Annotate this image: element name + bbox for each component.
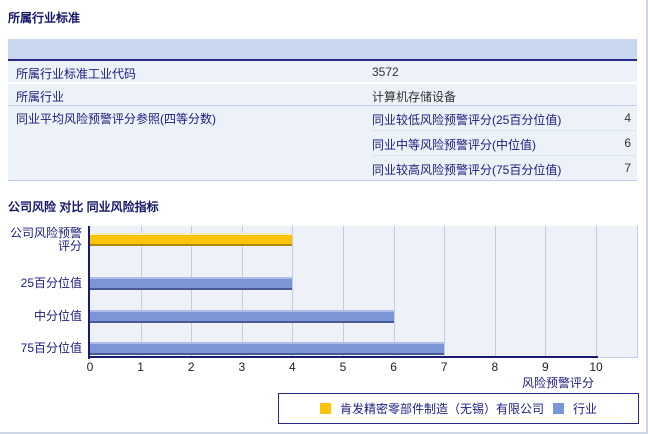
- industry-standard-table: 所属行业标准工业代码 3572 所属行业 计算机存储设备 同业平均风险预警评分参照(四…: [8, 39, 637, 181]
- gridline: [191, 226, 193, 357]
- table-row-peer-reference: 同业平均风险预警评分参照(四等分数) 同业较低风险预警评分(25百分位值) 4 同业…: [8, 106, 637, 181]
- legend-series-label: 行业: [573, 402, 598, 416]
- gridline: [343, 226, 344, 357]
- x-tick-label: 9: [542, 360, 549, 374]
- x-tick-label: 8: [491, 360, 499, 374]
- table-row: 所属行业 计算机存储设备: [8, 84, 637, 106]
- industry-score-bar: [90, 309, 394, 323]
- legend-swatch-icon: [319, 403, 331, 414]
- peer-score-value: 6: [624, 136, 631, 150]
- section-title-industry-standard: 所属行业标准: [8, 11, 81, 25]
- category-label: 75百分位值: [20, 341, 82, 356]
- peer-score-label: 同业较低风险预警评分(25百分位值): [372, 113, 562, 127]
- x-tick-label: 6: [390, 360, 397, 374]
- table-row-label: 所属行业: [16, 90, 65, 104]
- chart-x-axis-line: [88, 356, 598, 358]
- gridline: [292, 226, 294, 357]
- x-tick-label: 1: [137, 360, 144, 374]
- category-label: 25百分位值: [20, 275, 82, 290]
- chart-y-axis-line: [88, 226, 90, 359]
- bar-chart-plot-area: [90, 226, 638, 358]
- peer-score-value: 7: [624, 161, 631, 175]
- industry-score-bar: [90, 342, 445, 356]
- table-header-band: [8, 39, 637, 61]
- gridline: [393, 226, 395, 357]
- gridline: [545, 226, 547, 357]
- gridline: [241, 226, 243, 357]
- subrow-separator: [372, 130, 637, 131]
- legend-series-label: 肯发精密零部件制造（无锡）有限公司: [339, 402, 544, 416]
- table-row-label: 同业平均风险预警评分参照(四等分数): [16, 112, 216, 126]
- industry-score-bar: [90, 276, 293, 290]
- peer-score-label: 同业中等风险预警评分(中位值): [372, 138, 536, 152]
- gridline: [494, 226, 496, 357]
- x-tick-label: 2: [187, 360, 195, 374]
- x-tick-label: 5: [339, 360, 347, 374]
- chart-x-axis-title: 风险预警评分: [521, 376, 594, 390]
- table-row-value: 计算机存储设备: [372, 90, 457, 104]
- x-tick-label: 0: [86, 360, 94, 374]
- section-title-risk-comparison: 公司风险 对比 同业风险指标: [8, 200, 159, 214]
- subrow-separator: [372, 155, 637, 156]
- chart-legend: 肯发精密零部件制造（无锡）有限公司 行业: [278, 393, 639, 424]
- peer-score-subrow: 同业中等风险预警评分(中位值) 6: [372, 131, 637, 155]
- peer-score-subrow: 同业较高风险预警评分(75百分位值) 7: [372, 156, 637, 180]
- table-row: 所属行业标准工业代码 3572: [8, 61, 637, 84]
- peer-score-subrow: 同业较低风险预警评分(25百分位值) 4: [372, 106, 637, 130]
- x-tick-label: 4: [289, 360, 296, 374]
- table-row-value: 3572: [372, 65, 399, 79]
- x-tick-label: 10: [589, 360, 603, 374]
- peer-score-label: 同业较高风险预警评分(75百分位值): [372, 163, 562, 177]
- legend-swatch-icon: [553, 403, 564, 414]
- table-row-label: 所属行业标准工业代码: [16, 67, 137, 81]
- peer-score-value: 4: [624, 111, 631, 125]
- gridline: [140, 226, 142, 357]
- company-score-bar: [90, 233, 293, 246]
- x-tick-label: 7: [440, 360, 448, 374]
- x-tick-label: 3: [238, 360, 246, 374]
- category-label: 中分位值: [33, 308, 82, 323]
- category-label: 公司风险预警评分: [9, 225, 82, 253]
- gridline: [444, 226, 446, 357]
- gridline: [596, 226, 597, 357]
